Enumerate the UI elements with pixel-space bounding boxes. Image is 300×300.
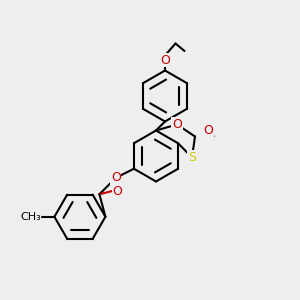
- Text: O: O: [112, 185, 122, 198]
- Text: S: S: [188, 151, 196, 164]
- Text: CH₃: CH₃: [20, 212, 41, 222]
- Text: O: O: [204, 124, 213, 137]
- Text: O: O: [160, 53, 170, 67]
- Text: O: O: [172, 118, 182, 131]
- Text: O: O: [111, 171, 121, 184]
